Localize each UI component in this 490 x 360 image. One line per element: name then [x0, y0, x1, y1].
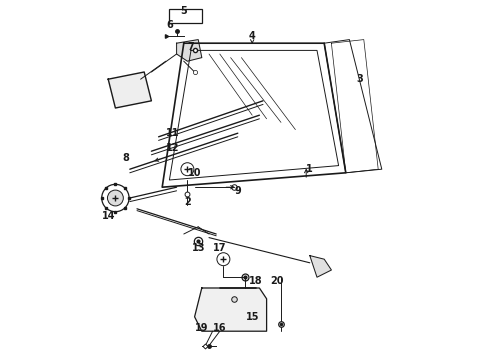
Text: 8: 8	[123, 153, 130, 163]
Text: 1: 1	[306, 164, 313, 174]
Text: 5: 5	[180, 6, 187, 16]
Text: 11: 11	[166, 128, 180, 138]
Text: 16: 16	[213, 323, 226, 333]
Text: 20: 20	[270, 276, 284, 286]
Text: 2: 2	[184, 197, 191, 207]
Text: 13: 13	[192, 243, 205, 253]
Text: 3: 3	[357, 74, 364, 84]
Text: 17: 17	[213, 243, 226, 253]
Text: 19: 19	[195, 323, 209, 333]
Circle shape	[107, 190, 123, 206]
Circle shape	[181, 163, 194, 176]
Text: 12: 12	[166, 143, 180, 153]
Circle shape	[217, 253, 230, 266]
Text: 7: 7	[188, 42, 195, 52]
Text: 4: 4	[249, 31, 256, 41]
Text: 9: 9	[234, 186, 241, 196]
Polygon shape	[310, 256, 331, 277]
Text: 6: 6	[166, 20, 173, 30]
Text: 15: 15	[245, 312, 259, 322]
Polygon shape	[176, 40, 202, 61]
FancyBboxPatch shape	[170, 9, 202, 23]
Circle shape	[102, 184, 129, 212]
Polygon shape	[108, 72, 151, 108]
Text: 14: 14	[101, 211, 115, 221]
Text: 18: 18	[249, 276, 263, 286]
Text: 10: 10	[188, 168, 201, 178]
Polygon shape	[195, 288, 267, 331]
